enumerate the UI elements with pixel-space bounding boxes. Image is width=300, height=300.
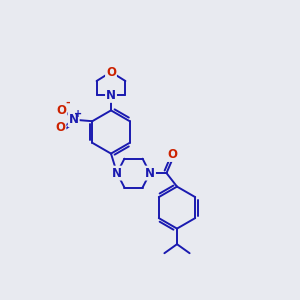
Text: O: O [106,65,116,79]
Text: +: + [74,109,82,119]
Text: N: N [106,89,116,102]
Text: -: - [65,97,70,107]
Text: O: O [167,148,177,161]
Text: N: N [112,167,122,180]
Text: O: O [56,121,66,134]
Text: N: N [69,113,79,126]
Text: N: N [145,167,155,180]
Text: O: O [57,103,67,117]
